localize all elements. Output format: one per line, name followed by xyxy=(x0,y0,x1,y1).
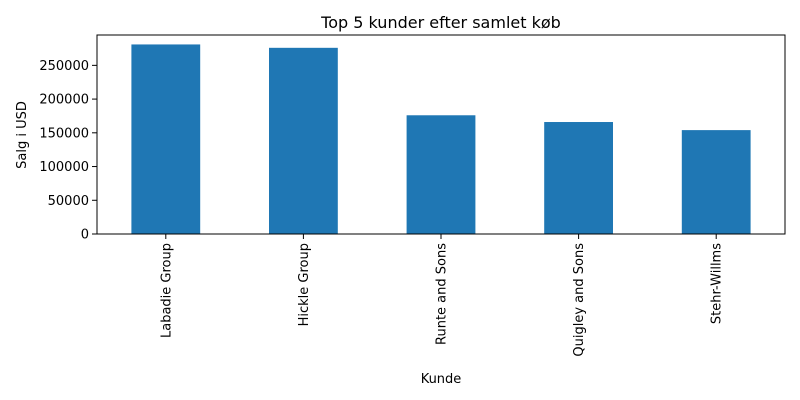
x-tick-label: Quigley and Sons xyxy=(572,243,587,357)
y-tick-label: 100000 xyxy=(39,160,89,175)
plot-frame xyxy=(96,34,786,235)
x-tick-label: Hickle Group xyxy=(297,243,312,326)
y-axis-label: Salg i USD xyxy=(15,101,30,169)
x-tick-label: Runte and Sons xyxy=(435,243,450,345)
y-tick-label: 50000 xyxy=(48,194,89,209)
x-tick-label: Stehr-Willms xyxy=(710,243,725,324)
bar-3 xyxy=(406,115,476,234)
x-axis-label: Kunde xyxy=(421,372,462,387)
y-tick-label: 250000 xyxy=(39,59,89,74)
bar-5 xyxy=(681,130,751,234)
y-tick-label: 0 xyxy=(81,228,89,243)
x-tick-label: Labadie Group xyxy=(159,243,174,338)
plot-area: 0 50000 100000 150000 200000 250000 Labadie Gr… xyxy=(39,34,786,357)
chart-title: Top 5 kunder efter samlet køb xyxy=(320,13,561,32)
bar-1 xyxy=(131,44,201,235)
y-tick-label: 150000 xyxy=(39,126,89,141)
y-tick-label: 200000 xyxy=(39,93,89,108)
bar-2 xyxy=(269,47,338,234)
bar-4 xyxy=(544,122,613,234)
